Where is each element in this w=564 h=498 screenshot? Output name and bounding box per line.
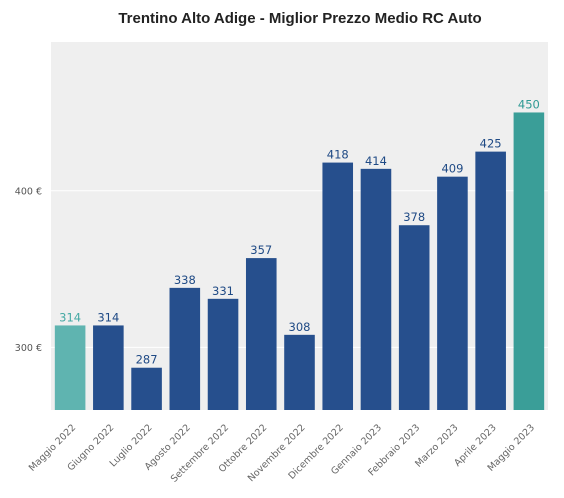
- bar-value-label: 450: [518, 97, 540, 111]
- bar-value-labels: 314 314 287 338 331 357 308 418 414 378 409 425 450: [59, 97, 540, 366]
- bar-value-label: 409: [441, 162, 463, 176]
- bar: [360, 168, 392, 410]
- bar: [284, 334, 315, 410]
- bars: [54, 112, 545, 411]
- bar-value-label: 414: [365, 154, 387, 168]
- bar: [245, 258, 277, 410]
- bar-value-label: 338: [174, 273, 196, 287]
- bar: [169, 287, 201, 410]
- bar: [93, 325, 124, 410]
- bar-value-label: 308: [289, 320, 311, 334]
- bar-value-label: 331: [212, 284, 234, 298]
- bar: [322, 162, 354, 410]
- bar: [475, 151, 506, 411]
- bar: [54, 325, 86, 410]
- bar: [398, 225, 430, 410]
- bar-value-label: 314: [59, 310, 81, 324]
- chart-title: Trentino Alto Adige - Miglior Prezzo Med…: [118, 10, 481, 27]
- y-tick-label: 400 €: [15, 186, 42, 197]
- y-axis-tick-labels: 300 € 400 €: [15, 186, 42, 354]
- bar: [207, 298, 239, 410]
- bar-value-label: 418: [327, 148, 349, 162]
- bar: [437, 176, 468, 410]
- bar-value-label: 287: [136, 353, 158, 367]
- bar-value-label: 357: [250, 243, 272, 257]
- bar-value-label: 425: [480, 137, 502, 151]
- y-tick-label: 300 €: [15, 343, 42, 354]
- bar-value-label: 314: [97, 310, 119, 324]
- bar: [513, 112, 545, 411]
- bar: [131, 367, 162, 410]
- bar-value-label: 378: [403, 210, 425, 224]
